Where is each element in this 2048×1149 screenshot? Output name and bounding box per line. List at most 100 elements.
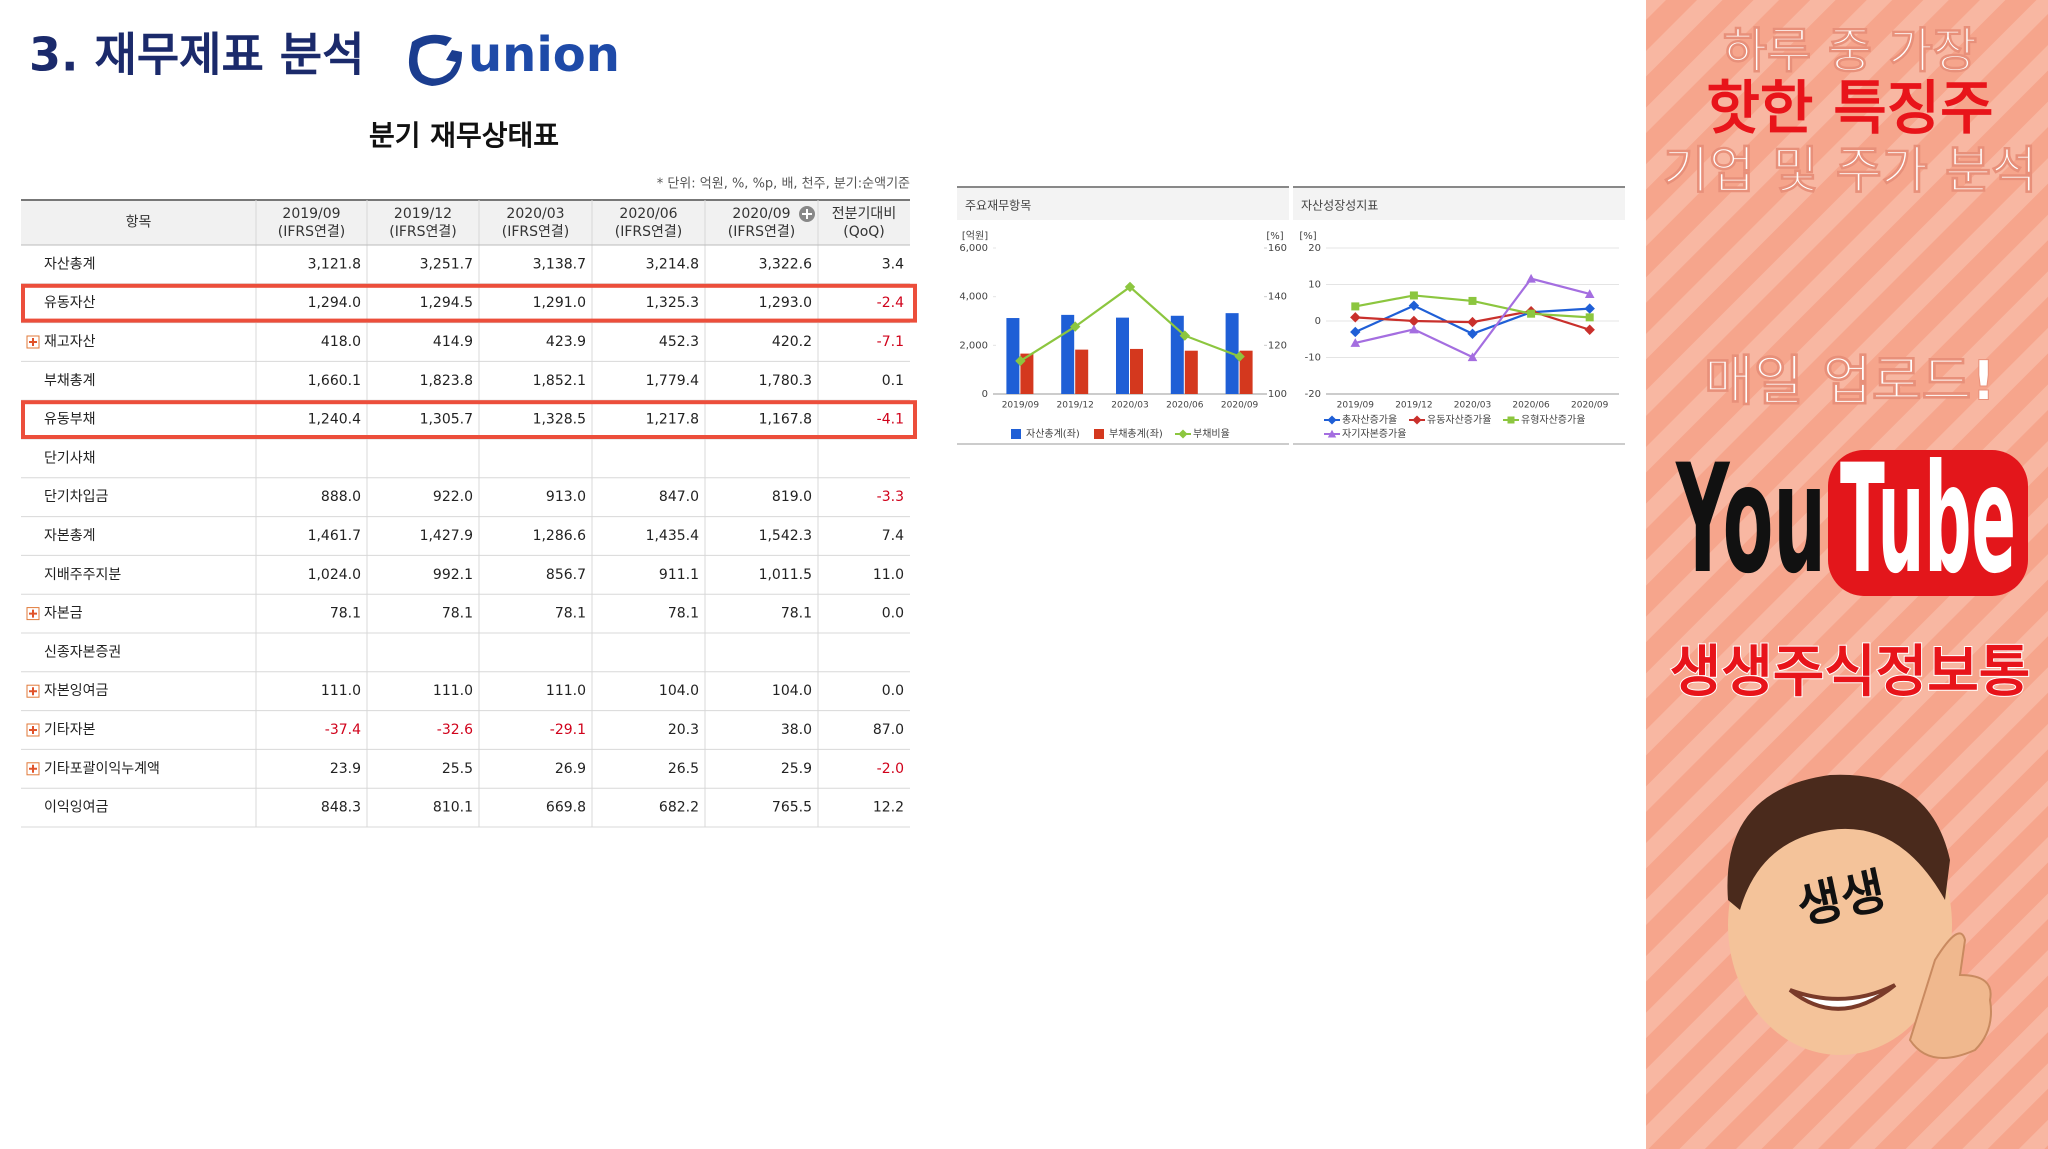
row-label: 자본금 <box>44 606 83 622</box>
legend-label: 유형자산증가율 <box>1521 414 1585 426</box>
column-basis: (IFRS연결) <box>389 224 456 240</box>
sidebar-highlight: 핫한 특징주 <box>1707 74 1994 142</box>
table-cell: 856.7 <box>546 567 586 583</box>
table-cell: 26.5 <box>668 761 699 777</box>
upload-text: 매일 업로드! <box>1704 350 1996 413</box>
legend-swatch <box>1011 429 1021 439</box>
sidebar: 하루 중 가장 핫한 특징주 기업 및 주가 분석 매일 업로드! You Tu… <box>1662 23 2038 1059</box>
table-cell: 1,325.3 <box>646 295 699 311</box>
table-cell: 104.0 <box>659 683 699 699</box>
table-cell: 1,660.1 <box>308 373 361 389</box>
y-tick-label: 0 <box>1315 316 1321 327</box>
x-tick-label: 2019/12 <box>1057 401 1094 411</box>
row-label: 자본총계 <box>44 528 96 544</box>
table-cell: 78.1 <box>555 606 586 622</box>
table-cell: 12.2 <box>873 800 904 816</box>
table-cell: -32.6 <box>437 722 473 738</box>
chart-title: 주요재무항목 <box>965 199 1031 213</box>
table-cell: 78.1 <box>668 606 699 622</box>
chart-title: 자산성장성지표 <box>1301 199 1378 213</box>
legend-marker <box>1507 416 1515 424</box>
table-cell: -4.1 <box>877 412 904 428</box>
expand-plus <box>29 726 37 734</box>
table-cell: 20.3 <box>668 722 699 738</box>
y2-tick-label: 120 <box>1268 340 1287 351</box>
row-label: 유동부채 <box>44 412 96 428</box>
table-cell: 1,291.0 <box>533 295 586 311</box>
column-basis: (IFRS연결) <box>615 224 682 240</box>
table-cell: 3,251.7 <box>420 256 473 272</box>
y-tick-label: 2,000 <box>959 340 988 351</box>
bar <box>1020 353 1034 394</box>
point-marker <box>1526 273 1536 283</box>
table-cell: 911.1 <box>659 567 699 583</box>
table-cell: 1,852.1 <box>533 373 586 389</box>
table-cell: 111.0 <box>546 683 586 699</box>
point-marker <box>1584 324 1595 335</box>
table-cell: 1,293.0 <box>759 295 812 311</box>
sidebar-line: 하루 중 가장 <box>1723 23 1977 79</box>
point-marker <box>1179 330 1190 341</box>
row-label: 자본잉여금 <box>44 683 109 699</box>
table-cell: 888.0 <box>321 489 361 505</box>
table-cell: 423.9 <box>546 334 586 350</box>
bar <box>1006 318 1020 394</box>
legend-label: 자산총계(좌) <box>1026 428 1080 440</box>
legend-marker <box>1327 415 1337 425</box>
legend-marker <box>1412 415 1422 425</box>
youtube-tube: Tube <box>1840 433 2016 607</box>
table-cell: 452.3 <box>659 334 699 350</box>
y2-tick-label: 160 <box>1268 243 1287 254</box>
legend-marker <box>1178 429 1188 439</box>
chart-title-bar <box>1293 187 1625 220</box>
table-cell: 1,011.5 <box>759 567 812 583</box>
row-label: 자산총계 <box>44 256 96 272</box>
point-marker <box>1350 326 1361 338</box>
point-marker <box>1409 291 1418 300</box>
legend-label: 총자산증가율 <box>1342 414 1397 426</box>
avatar: 생생 <box>1727 774 1992 1059</box>
table-cell: 1,779.4 <box>646 373 700 389</box>
table-cell: 111.0 <box>433 683 473 699</box>
point-marker <box>1584 303 1595 314</box>
table-cell: 25.9 <box>781 761 812 777</box>
x-tick-label: 2020/09 <box>1571 401 1609 411</box>
table-cell: 1,240.4 <box>308 412 362 428</box>
row-label: 부채총계 <box>44 373 96 389</box>
table-cell: 87.0 <box>873 722 904 738</box>
y-axis-label: [억원] <box>962 230 988 242</box>
point-marker <box>1408 315 1420 327</box>
y-tick-label: 10 <box>1308 280 1321 291</box>
column-period: 2020/09 <box>732 206 790 222</box>
table-cell: -3.3 <box>877 489 904 505</box>
row-label: 이익잉여금 <box>44 800 109 816</box>
table-cell: 669.8 <box>546 800 586 816</box>
y-tick-label: 4,000 <box>959 292 988 303</box>
y2-axis-label: [%] <box>1266 231 1283 242</box>
point-marker <box>1584 289 1595 298</box>
channel-name: 생생주식정보통 <box>1670 640 2031 705</box>
row-highlight <box>21 283 917 323</box>
table-cell: 819.0 <box>772 489 812 505</box>
column-basis: (IFRS연결) <box>278 224 345 240</box>
point-marker <box>1408 300 1420 311</box>
table-cell: 1,294.0 <box>308 295 361 311</box>
table-cell: 1,780.3 <box>759 373 812 389</box>
column-period: 2020/06 <box>619 206 677 222</box>
row-label: 지배주주지분 <box>44 567 121 583</box>
table-cell: 11.0 <box>873 567 904 583</box>
point-marker <box>1015 355 1026 367</box>
table-cell: 0.0 <box>882 606 904 622</box>
point-marker <box>1350 338 1361 347</box>
table-cell: 3,138.7 <box>533 256 586 272</box>
expand-icon-plus <box>802 209 812 219</box>
y-axis-label: [%] <box>1299 231 1316 242</box>
table-cell: 38.0 <box>781 722 812 738</box>
expand-plus <box>29 609 37 618</box>
table-cell: 78.1 <box>330 606 361 622</box>
table-cell: 1,461.7 <box>308 528 361 544</box>
point-marker <box>1585 313 1594 322</box>
logo-text: union <box>468 27 620 83</box>
table-cell: 810.1 <box>433 800 473 816</box>
